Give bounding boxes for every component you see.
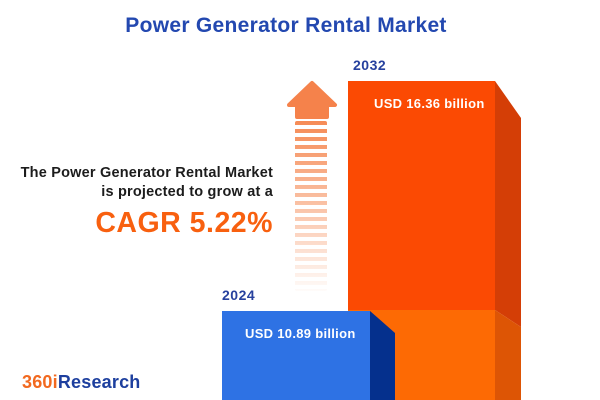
- page-title: Power Generator Rental Market: [125, 14, 447, 37]
- year-label-2024: 2024: [222, 287, 256, 303]
- annotation-line-2: is projected to grow at a: [101, 183, 273, 200]
- growth-arrow-dashed-tail: [295, 121, 327, 291]
- bar-2032-face-top: [348, 81, 495, 310]
- annotation-line-1: The Power Generator Rental Market: [20, 165, 273, 181]
- brand-logo: 360iResearch: [22, 372, 141, 393]
- value-label-2024: USD 10.89 billion: [245, 326, 356, 341]
- logo-suffix: Research: [57, 372, 141, 392]
- bar-2032-side-bottom: [495, 310, 521, 400]
- cagr-value: CAGR 5.22%: [95, 207, 273, 239]
- year-label-2032: 2032: [353, 57, 387, 73]
- growth-annotation: The Power Generator Rental Market is pro…: [0, 164, 273, 240]
- value-label-2032: USD 16.36 billion: [374, 96, 485, 111]
- logo-prefix: 360i: [22, 372, 58, 392]
- bar-2032-side-top: [495, 81, 521, 327]
- growth-arrow-icon: [287, 81, 337, 119]
- bar-2024-face: [222, 311, 370, 400]
